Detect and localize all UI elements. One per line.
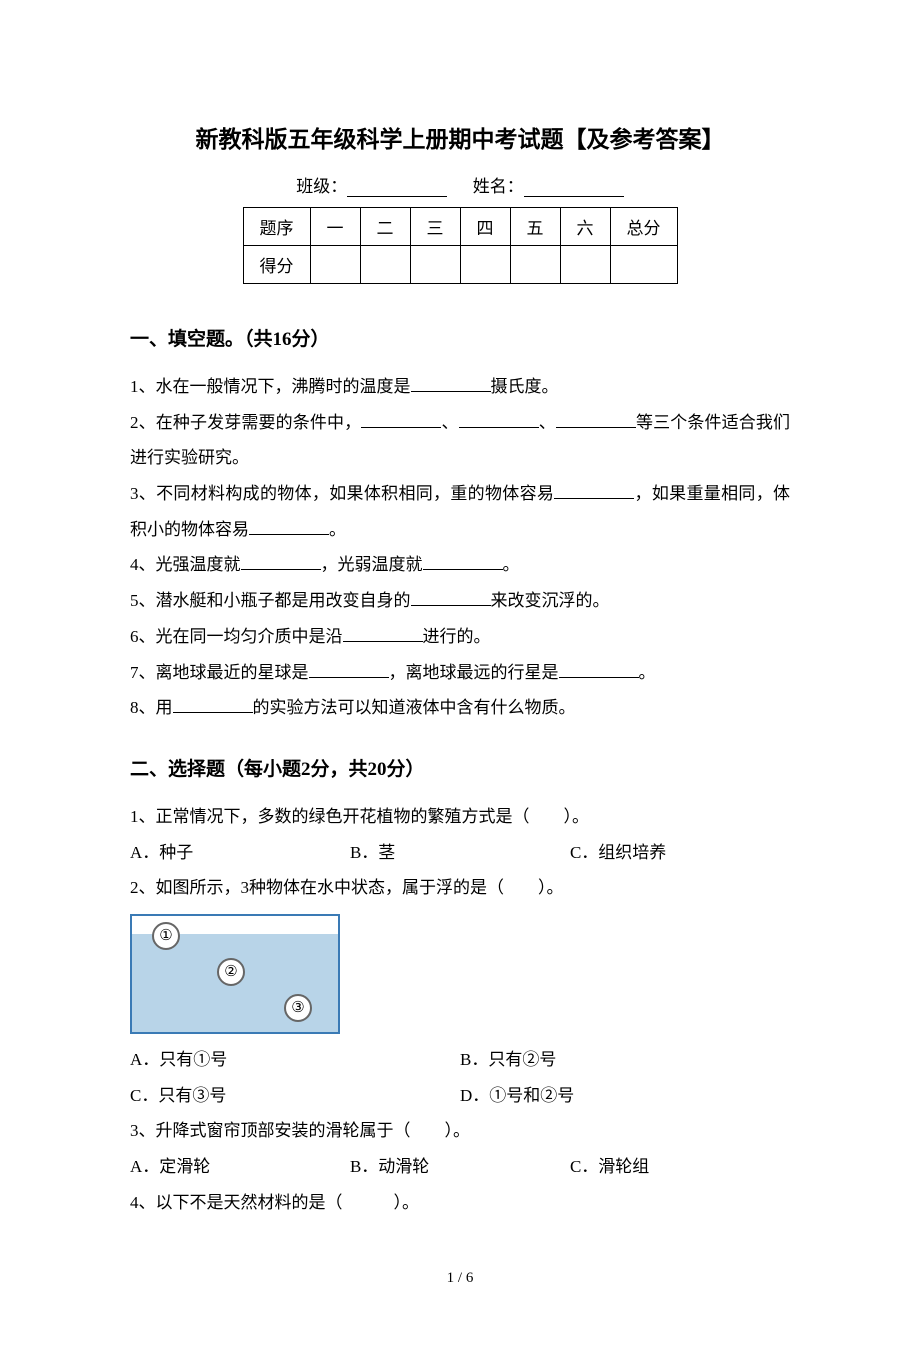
q-text: 摄氏度。 xyxy=(491,377,559,396)
section-choice-title: 二、选择题（每小题2分，共20分） xyxy=(130,754,790,781)
score-label: 得分 xyxy=(243,246,310,284)
col-2: 二 xyxy=(360,208,410,246)
q-text: 3、不同材料构成的物体，如果体积相同，重的物体容易 xyxy=(130,484,554,503)
score-cell xyxy=(310,246,360,284)
table-header-row: 题序 一 二 三 四 五 六 总分 xyxy=(243,208,677,246)
q-text: 来改变沉浮的。 xyxy=(491,591,610,610)
q-text: 的实验方法可以知道液体中含有什么物质。 xyxy=(253,698,576,717)
opt-c: C．只有③号 xyxy=(130,1078,460,1114)
col-5: 五 xyxy=(510,208,560,246)
q-text: 4、光强温度就 xyxy=(130,555,241,574)
choice-q2-options: A．只有①号 B．只有②号 C．只有③号 D．①号和②号 xyxy=(130,1042,790,1113)
blank xyxy=(241,554,321,570)
section-fill-title: 一、填空题。（共16分） xyxy=(130,324,790,351)
score-cell xyxy=(360,246,410,284)
class-label: 班级： xyxy=(296,177,347,196)
fill-q5: 5、潜水艇和小瓶子都是用改变自身的 来改变沉浮的。 xyxy=(130,583,790,619)
q-text: 进行的。 xyxy=(423,627,491,646)
opt-a: A．种子 xyxy=(130,835,350,871)
q-text: 、 xyxy=(539,413,556,432)
choice-q2: 2、如图所示，3种物体在水中状态，属于浮的是（ ）。 xyxy=(130,870,790,906)
blank xyxy=(411,590,491,606)
q-text: 。 xyxy=(639,663,656,682)
blank xyxy=(411,376,491,392)
score-table: 题序 一 二 三 四 五 六 总分 得分 xyxy=(243,207,678,284)
fill-q3: 3、不同材料构成的物体，如果体积相同，重的物体容易，如果重量相同，体积小的物体容… xyxy=(130,476,790,547)
document-title: 新教科版五年级科学上册期中考试题【及参考答案】 xyxy=(130,120,790,154)
q-text: 8、用 xyxy=(130,698,173,717)
blank xyxy=(556,412,636,428)
opt-d: D．①号和②号 xyxy=(460,1078,790,1114)
blank xyxy=(459,412,539,428)
choice-q3: 3、升降式窗帘顶部安装的滑轮属于（ ）。 xyxy=(130,1113,790,1149)
blank xyxy=(554,483,634,499)
choice-q3-options: A．定滑轮 B．动滑轮 C．滑轮组 xyxy=(130,1149,790,1185)
score-cell xyxy=(460,246,510,284)
score-cell xyxy=(410,246,460,284)
opt-a: A．定滑轮 xyxy=(130,1149,350,1185)
q-text: 。 xyxy=(503,555,520,574)
q-text: 2、在种子发芽需要的条件中， xyxy=(130,413,361,432)
object-1: ① xyxy=(152,922,180,950)
fill-q2: 2、在种子发芽需要的条件中，、、等三个条件适合我们进行实验研究。 xyxy=(130,405,790,476)
opt-c: C．组织培养 xyxy=(570,835,790,871)
object-3: ③ xyxy=(284,994,312,1022)
fill-q6: 6、光在同一均匀介质中是沿 进行的。 xyxy=(130,619,790,655)
opt-b: B．茎 xyxy=(350,835,570,871)
q-text: ，离地球最远的行星是 xyxy=(389,663,559,682)
blank xyxy=(559,662,639,678)
col-1: 一 xyxy=(310,208,360,246)
opt-b: B．只有②号 xyxy=(460,1042,790,1078)
col-total: 总分 xyxy=(610,208,677,246)
water-diagram: ① ② ③ xyxy=(130,914,340,1034)
q-text: 、 xyxy=(441,413,458,432)
q-text: 1、水在一般情况下，沸腾时的温度是 xyxy=(130,377,411,396)
blank xyxy=(361,412,441,428)
col-4: 四 xyxy=(460,208,510,246)
fill-q7: 7、离地球最近的星球是 ，离地球最远的行星是 。 xyxy=(130,655,790,691)
fill-q8: 8、用 的实验方法可以知道液体中含有什么物质。 xyxy=(130,690,790,726)
choice-q4: 4、以下不是天然材料的是（ ）。 xyxy=(130,1185,790,1221)
score-cell xyxy=(610,246,677,284)
score-cell xyxy=(510,246,560,284)
name-label: 姓名： xyxy=(473,177,524,196)
opt-a: A．只有①号 xyxy=(130,1042,460,1078)
q-text: ，光弱温度就 xyxy=(321,555,423,574)
class-blank xyxy=(347,179,447,197)
choice-q1-options: A．种子 B．茎 C．组织培养 xyxy=(130,835,790,871)
object-2: ② xyxy=(217,958,245,986)
blank xyxy=(173,697,253,713)
score-cell xyxy=(560,246,610,284)
opt-c: C．滑轮组 xyxy=(570,1149,790,1185)
q-text: 7、离地球最近的星球是 xyxy=(130,663,309,682)
blank xyxy=(423,554,503,570)
q-text: 5、潜水艇和小瓶子都是用改变自身的 xyxy=(130,591,411,610)
blank xyxy=(309,662,389,678)
q-text: 6、光在同一均匀介质中是沿 xyxy=(130,627,343,646)
choice-q1: 1、正常情况下，多数的绿色开花植物的繁殖方式是（ ）。 xyxy=(130,799,790,835)
opt-b: B．动滑轮 xyxy=(350,1149,570,1185)
header-label: 题序 xyxy=(243,208,310,246)
fill-q1: 1、水在一般情况下，沸腾时的温度是 摄氏度。 xyxy=(130,369,790,405)
blank xyxy=(249,519,329,535)
fill-q4: 4、光强温度就 ，光弱温度就 。 xyxy=(130,547,790,583)
table-score-row: 得分 xyxy=(243,246,677,284)
col-6: 六 xyxy=(560,208,610,246)
name-blank xyxy=(524,179,624,197)
col-3: 三 xyxy=(410,208,460,246)
blank xyxy=(343,626,423,642)
student-info: 班级： 姓名： xyxy=(130,172,790,197)
q-text: 。 xyxy=(329,520,346,539)
page-footer: 1 / 6 xyxy=(130,1270,790,1287)
